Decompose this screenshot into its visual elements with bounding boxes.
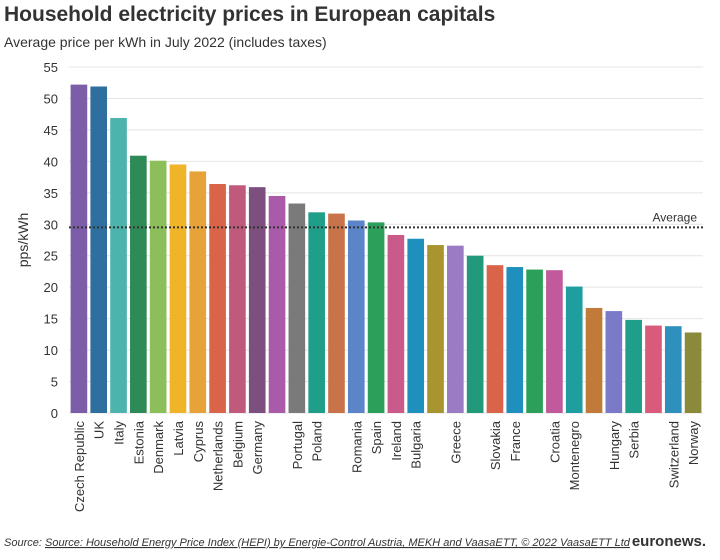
bar — [466, 255, 484, 413]
bar — [268, 195, 286, 413]
bar — [209, 184, 226, 413]
x-tick-label: Croatia — [547, 420, 562, 463]
x-tick-label: Serbia — [627, 420, 642, 458]
bar — [229, 185, 246, 413]
bar — [308, 212, 325, 413]
x-tick-label: Portugal — [290, 421, 305, 470]
bar — [149, 160, 167, 413]
source[interactable]: Source: Household Energy Price Index (HE… — [45, 537, 631, 549]
y-tick-label: 35 — [44, 186, 58, 201]
bar — [110, 117, 127, 413]
bar — [248, 187, 266, 413]
x-tick-label: Germany — [250, 421, 265, 475]
bar — [447, 245, 464, 413]
y-tick-label: 10 — [44, 343, 58, 358]
average-label: Average — [653, 210, 698, 224]
x-tick-label: France — [508, 421, 523, 461]
x-tick-label: Ireland — [389, 421, 404, 461]
x-tick-label: UK — [92, 421, 107, 439]
x-tick-label: Hungary — [607, 421, 622, 471]
bar — [407, 238, 425, 413]
y-tick-label: 40 — [44, 154, 58, 169]
x-tick-label: Montenegro — [567, 421, 582, 490]
bar — [585, 307, 603, 413]
x-tick-label: Denmark — [151, 421, 166, 474]
y-tick-label: 30 — [44, 217, 58, 232]
x-tick-label: Poland — [310, 421, 325, 461]
x-tick-label: Spain — [369, 421, 384, 454]
logo: euronews. — [632, 533, 706, 550]
x-tick-label: Romania — [349, 420, 364, 473]
x-tick-label: Cyprus — [191, 421, 206, 463]
y-tick-label: 45 — [44, 123, 58, 138]
bar — [664, 326, 682, 413]
chart-title: Household electricity prices in European… — [4, 3, 495, 26]
bar — [506, 267, 524, 413]
bar — [347, 220, 365, 413]
x-tick-label: Belgium — [230, 421, 245, 468]
bar — [288, 203, 306, 413]
bar — [427, 245, 444, 413]
chart-subtitle: Average price per kWh in July 2022 (incl… — [4, 34, 327, 50]
x-tick-label: Slovakia — [488, 420, 503, 470]
x-tick-label: Czech Republic — [72, 421, 87, 513]
y-tick-label: 20 — [44, 280, 58, 295]
bar — [526, 269, 543, 413]
y-tick-label: 15 — [44, 312, 58, 327]
bar — [367, 222, 385, 413]
bar — [70, 84, 88, 413]
y-tick-label: 0 — [51, 406, 58, 421]
x-tick-label: Netherlands — [211, 421, 226, 492]
source-prefix: Source: — [4, 537, 42, 549]
bar — [565, 286, 583, 413]
x-tick-label: Latvia — [171, 420, 186, 455]
x-tick-label: Estonia — [131, 420, 146, 464]
bar — [169, 164, 187, 413]
bar — [605, 311, 623, 413]
x-tick-label: Bulgaria — [409, 420, 424, 468]
y-tick-label: 25 — [44, 249, 58, 264]
y-tick-label: 55 — [44, 60, 58, 75]
bar — [189, 171, 207, 413]
bar — [328, 213, 345, 413]
bar — [684, 332, 702, 413]
bar — [387, 234, 405, 413]
bar — [130, 155, 147, 413]
bar — [486, 265, 504, 413]
x-tick-label: Italy — [112, 421, 127, 445]
bar — [546, 270, 563, 413]
y-tick-label: 50 — [44, 91, 58, 106]
x-tick-label: Switzerland — [666, 421, 681, 488]
bar — [625, 319, 642, 413]
y-tick-label: 5 — [51, 375, 58, 390]
x-tick-label: Norway — [686, 421, 701, 466]
x-tick-label: Greece — [448, 421, 463, 464]
y-axis-label: pps/kWh — [15, 213, 31, 267]
bar — [645, 325, 662, 413]
bar — [90, 86, 108, 413]
